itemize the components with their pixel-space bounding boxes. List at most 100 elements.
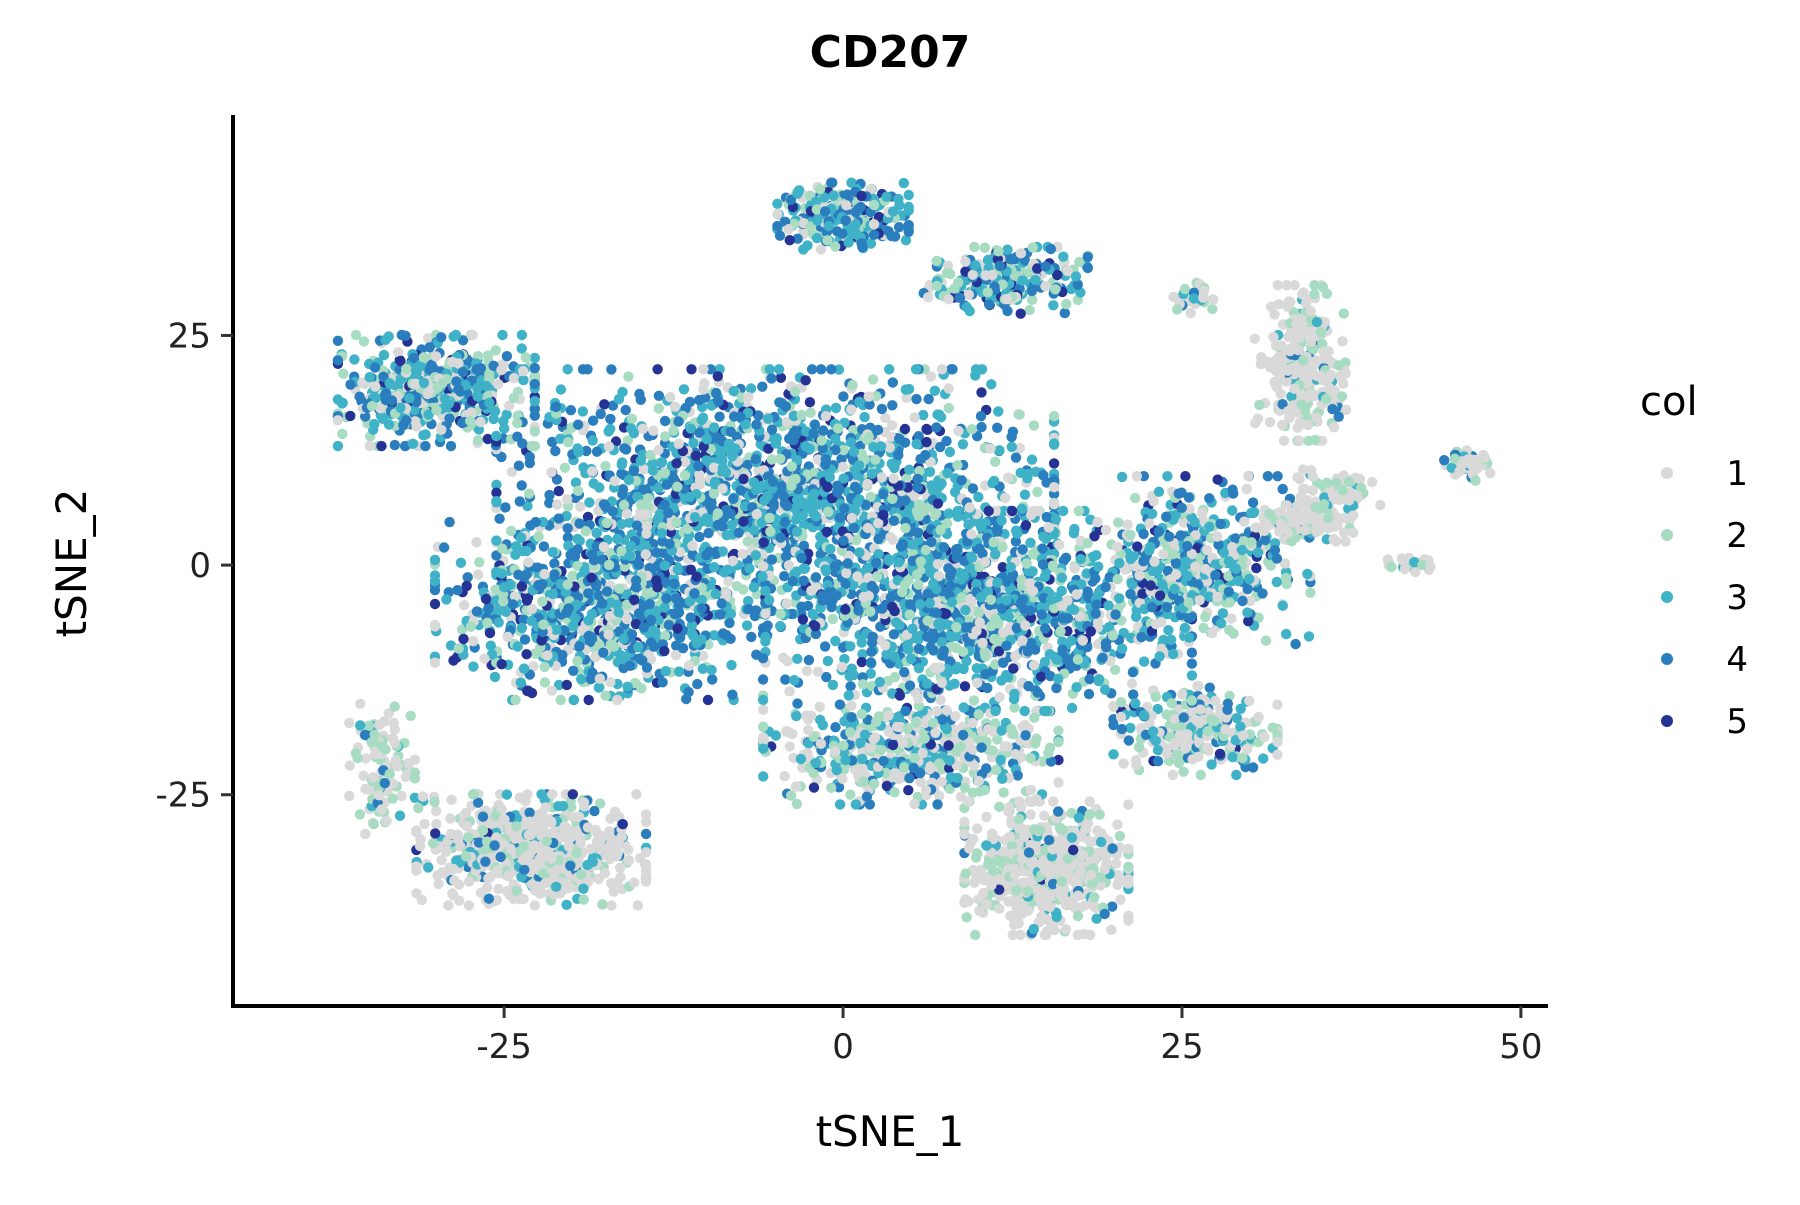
data-point xyxy=(779,771,790,782)
data-point xyxy=(712,371,723,382)
data-point xyxy=(1106,924,1117,935)
data-point xyxy=(723,576,734,587)
data-point xyxy=(931,255,942,267)
data-point xyxy=(707,674,718,685)
data-point xyxy=(1336,391,1348,402)
data-point xyxy=(584,497,595,508)
data-point xyxy=(925,371,937,382)
data-point xyxy=(1231,769,1242,781)
data-point xyxy=(484,627,496,639)
data-point xyxy=(670,650,682,661)
data-point xyxy=(612,533,623,545)
data-point xyxy=(396,790,407,802)
data-point xyxy=(1148,496,1159,507)
data-point xyxy=(1107,901,1118,912)
data-point xyxy=(634,388,645,400)
data-point xyxy=(1109,664,1121,675)
data-point xyxy=(1303,631,1315,642)
data-point xyxy=(757,674,769,685)
data-point xyxy=(553,485,564,497)
data-point xyxy=(958,702,969,713)
data-point xyxy=(1048,410,1060,422)
data-point xyxy=(1254,399,1265,411)
data-point xyxy=(1066,635,1077,646)
data-point xyxy=(854,547,865,558)
data-point xyxy=(1253,711,1264,723)
data-point xyxy=(1163,625,1174,636)
data-point xyxy=(944,446,956,458)
data-point xyxy=(1132,541,1143,552)
data-point xyxy=(772,209,783,220)
data-point xyxy=(549,558,560,569)
data-point xyxy=(969,241,980,253)
data-point xyxy=(970,929,981,941)
data-point xyxy=(903,785,914,796)
data-point xyxy=(441,594,452,605)
data-point xyxy=(1367,476,1378,488)
data-point xyxy=(578,894,589,905)
data-point xyxy=(911,438,922,450)
data-point xyxy=(1123,735,1135,746)
data-point xyxy=(494,513,505,524)
data-point xyxy=(1178,766,1189,777)
data-point xyxy=(876,472,887,483)
data-point xyxy=(617,484,629,495)
data-point xyxy=(1130,492,1141,504)
data-point xyxy=(583,694,594,706)
data-point xyxy=(516,343,527,354)
data-point xyxy=(570,477,582,488)
data-point xyxy=(457,335,469,346)
data-point xyxy=(979,784,990,796)
data-point xyxy=(381,815,392,827)
data-point xyxy=(850,799,862,810)
data-point xyxy=(1026,454,1038,465)
data-point xyxy=(621,613,633,625)
data-point xyxy=(1271,576,1283,588)
data-point xyxy=(521,545,532,557)
data-point xyxy=(587,466,598,477)
data-point xyxy=(603,426,614,437)
chart-title: CD207 xyxy=(810,27,971,78)
data-point xyxy=(485,640,496,651)
data-point xyxy=(1114,830,1126,842)
data-point xyxy=(559,462,571,473)
data-point xyxy=(959,681,971,692)
data-point xyxy=(976,421,987,433)
data-point xyxy=(1010,452,1022,463)
data-point xyxy=(743,392,754,403)
data-point xyxy=(884,364,895,375)
data-point xyxy=(1019,705,1030,717)
data-point xyxy=(332,440,344,452)
data-point xyxy=(1084,673,1095,685)
data-point xyxy=(1166,698,1177,709)
data-point xyxy=(1059,307,1071,319)
data-point xyxy=(812,666,824,677)
data-point xyxy=(1272,280,1284,291)
data-point xyxy=(929,385,940,396)
data-point xyxy=(389,439,400,451)
data-point xyxy=(836,453,847,465)
data-point xyxy=(926,536,937,548)
data-point xyxy=(445,813,456,824)
data-point xyxy=(1133,741,1145,753)
data-point xyxy=(516,622,528,634)
data-point xyxy=(772,198,783,209)
data-point xyxy=(332,335,344,346)
data-point xyxy=(488,413,499,425)
data-point xyxy=(776,398,788,409)
data-point xyxy=(678,384,690,395)
data-point xyxy=(508,373,520,384)
data-point xyxy=(973,491,984,503)
data-point xyxy=(1224,690,1235,702)
data-point xyxy=(801,665,813,677)
data-point xyxy=(529,352,540,364)
data-point xyxy=(344,717,355,729)
data-point xyxy=(1082,262,1094,274)
data-point xyxy=(570,811,582,822)
data-point xyxy=(780,674,791,685)
data-point xyxy=(443,900,454,911)
data-point xyxy=(814,701,825,712)
data-point xyxy=(845,681,856,692)
